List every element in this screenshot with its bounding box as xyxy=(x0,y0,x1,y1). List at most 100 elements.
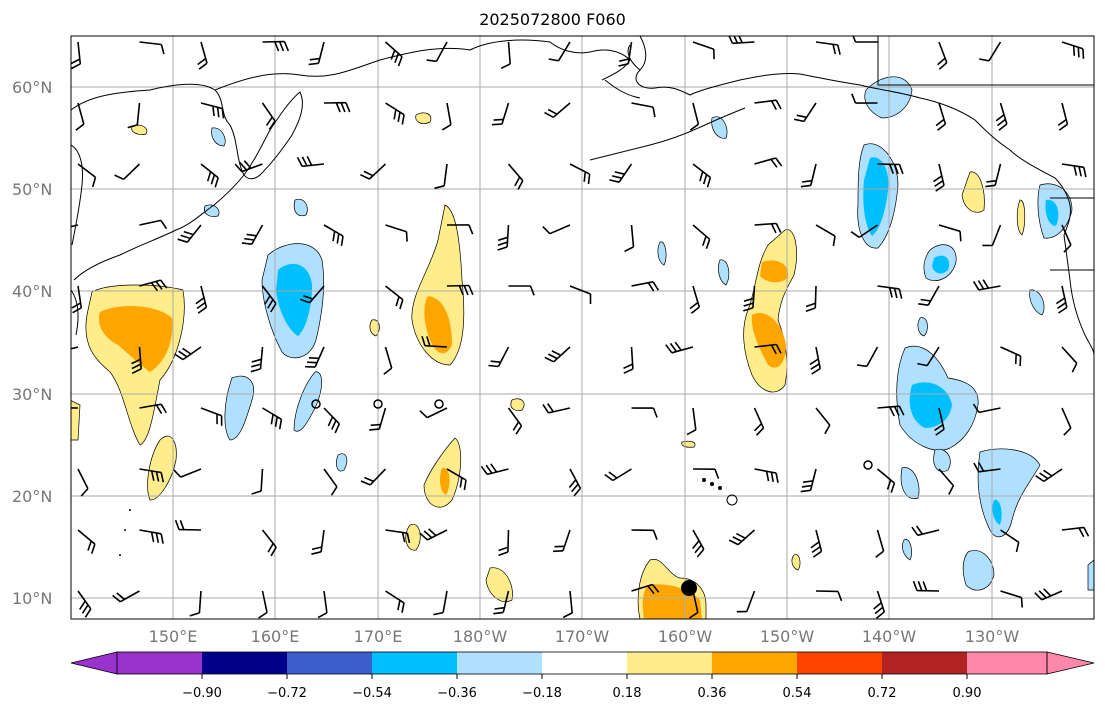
wind-barb-flag xyxy=(915,525,923,535)
colorbar-tick-label: −0.54 xyxy=(352,686,392,701)
wind-barb-flag xyxy=(851,93,857,104)
wind-barb-flag xyxy=(1057,118,1067,127)
wind-barb-flag xyxy=(401,532,406,543)
wind-barb-flag xyxy=(301,156,308,167)
wind-barb-flag xyxy=(270,546,277,557)
wind-barb-flag xyxy=(972,280,980,291)
wind-barb-staff xyxy=(368,163,387,180)
wind-barb-flag xyxy=(811,545,821,554)
wind-barb-flag xyxy=(419,532,428,541)
wind-barb-flag xyxy=(647,585,655,595)
wind-barb-staff xyxy=(618,163,633,183)
colorbar-ticks xyxy=(201,674,968,679)
wind-barb-flag xyxy=(80,488,89,497)
aleutian-chain xyxy=(589,107,746,161)
wind-barb-staff xyxy=(71,224,79,228)
wind-barb-flag xyxy=(468,224,474,235)
wind-barb-flag xyxy=(893,164,899,175)
wind-barb-staff xyxy=(978,407,1001,414)
wind-barb-flag xyxy=(177,238,188,243)
colorbar-tick-label: 0.72 xyxy=(867,686,897,701)
wind-barb-flag xyxy=(399,299,404,310)
wind-barb-flag xyxy=(179,520,185,530)
wind-barb-flag xyxy=(498,546,509,552)
wind-barb-flag xyxy=(330,486,338,496)
negative-anomaly-region xyxy=(1029,289,1045,316)
wind-barb-flag xyxy=(743,307,754,312)
wind-barb-flag xyxy=(548,353,558,360)
wind-barb-flag xyxy=(1038,590,1047,599)
wind-barb-flag xyxy=(770,158,778,168)
lon-label-150e: 150°E xyxy=(148,627,198,646)
calm-marker xyxy=(434,399,444,409)
wind-barb-staff xyxy=(385,102,405,116)
wind-barb-flag xyxy=(180,234,191,240)
calm-markers xyxy=(311,399,873,470)
wind-barb-flag xyxy=(898,405,905,416)
wind-barb-staff xyxy=(754,468,777,474)
wind-barb-flag xyxy=(393,109,397,120)
wind-barb-flag xyxy=(775,344,782,354)
wind-barb-flag xyxy=(160,472,165,483)
wind-barb-flag xyxy=(824,424,831,435)
wind-barb-staff xyxy=(77,468,89,489)
negative-anomaly-region xyxy=(276,263,312,336)
wind-barb-staff xyxy=(186,224,202,243)
wind-barb-flag xyxy=(308,357,320,360)
wind-barb-staff xyxy=(630,224,635,247)
wind-barb-staff xyxy=(139,529,162,535)
wind-barb-flag xyxy=(485,464,493,474)
wind-barb-staff xyxy=(139,41,162,46)
wind-barb-flag xyxy=(775,99,782,110)
wind-barb-flag xyxy=(311,546,322,551)
colorbar-tick-label: −0.36 xyxy=(437,686,477,701)
wind-barb-flag xyxy=(131,363,142,370)
hawaii-island xyxy=(718,486,722,490)
wind-barb-flag xyxy=(131,368,142,375)
wind-barb-flag xyxy=(544,111,554,119)
wind-barb-flag xyxy=(468,285,474,296)
wind-barb-flag xyxy=(278,41,285,52)
wind-barb-flag xyxy=(480,465,488,475)
islands xyxy=(119,478,738,556)
lat-label-20n: 20°N xyxy=(12,487,53,506)
negative-anomaly-region xyxy=(293,198,308,217)
wind-barb-flag xyxy=(497,246,508,251)
positive-anomaly-region xyxy=(369,319,380,337)
wind-barb-flag xyxy=(979,58,990,62)
wind-barb-flag xyxy=(694,544,703,554)
wind-barb-flag xyxy=(345,102,351,113)
wind-barb-flag xyxy=(573,487,582,497)
wind-barb-flag xyxy=(973,462,980,473)
wind-barb-flag xyxy=(1083,167,1087,178)
wind-barb-flag xyxy=(850,231,860,238)
wind-barb-flag xyxy=(922,581,928,592)
wind-barb-flag xyxy=(463,479,467,491)
wind-barb-staff xyxy=(692,41,715,50)
wind-barb-flag xyxy=(311,551,322,555)
positive-anomaly-region xyxy=(439,467,450,495)
wind-barb-flag xyxy=(334,423,341,434)
wind-barb-flag xyxy=(426,59,437,63)
wind-barb-staff xyxy=(200,407,222,417)
wind-barb-flag xyxy=(178,350,188,358)
wind-barb-staff xyxy=(858,224,878,238)
wind-barb-flag xyxy=(898,288,903,299)
wind-barb-flag xyxy=(542,226,551,235)
contour-fills xyxy=(71,76,1094,619)
wind-barb-staff xyxy=(692,224,711,240)
wind-barb-flag xyxy=(912,580,918,591)
pacific-island xyxy=(124,529,126,531)
wind-barb-flag xyxy=(267,543,274,553)
colorbar-segment xyxy=(372,652,457,674)
wind-barb-flag xyxy=(434,185,445,190)
lon-label-170e: 170°E xyxy=(353,627,403,646)
positive-anomaly-region xyxy=(485,567,513,602)
wind-barb-staff xyxy=(630,346,634,370)
lat-label-50n: 50°N xyxy=(12,180,53,199)
wind-barb-flag xyxy=(888,287,893,298)
wind-barb-flag xyxy=(150,282,159,292)
map-title: 2025072800 F060 xyxy=(479,10,626,29)
wind-barb-flag xyxy=(397,111,401,123)
wind-barb-staff xyxy=(320,529,325,552)
